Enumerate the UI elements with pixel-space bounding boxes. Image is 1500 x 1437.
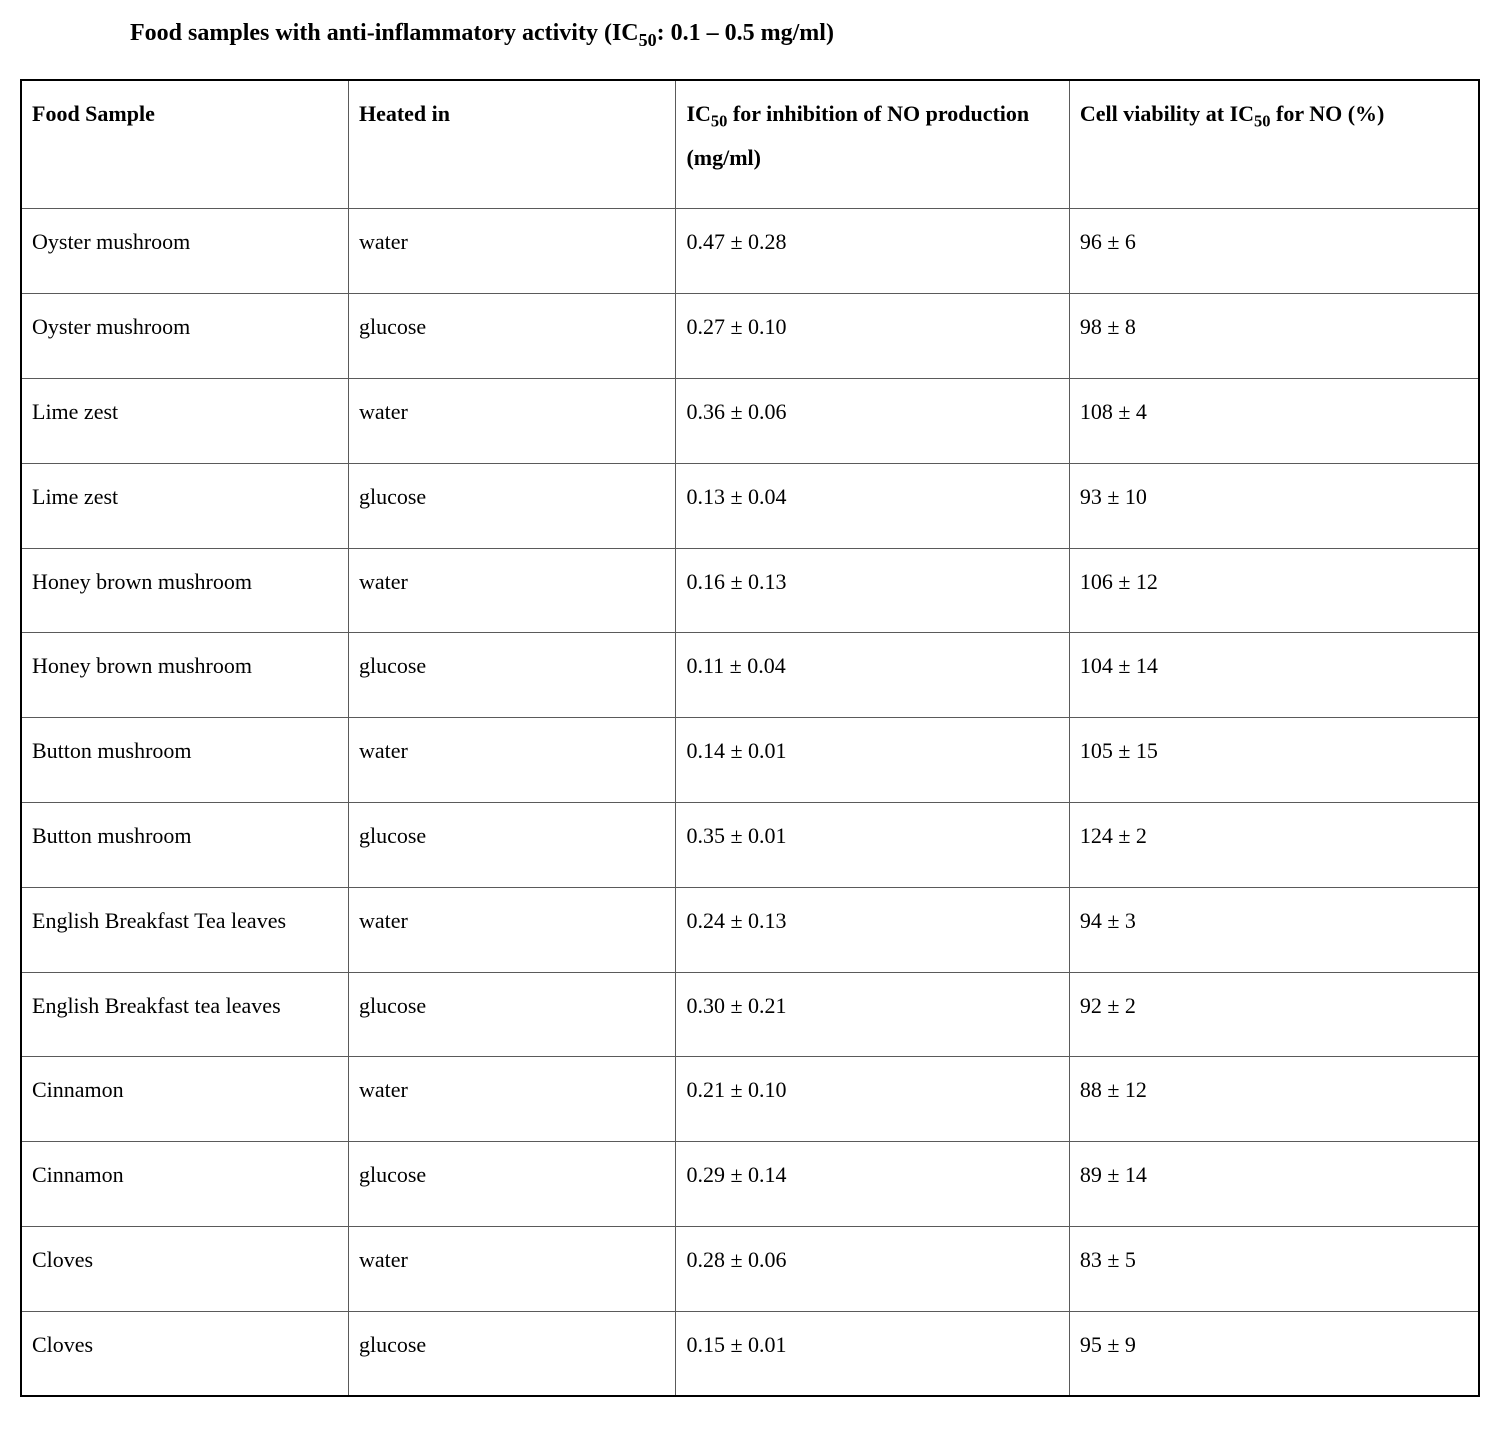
table-cell: glucose [348, 972, 675, 1057]
table-cell: 98 ± 8 [1069, 294, 1479, 379]
table-cell: 95 ± 9 [1069, 1311, 1479, 1396]
table-row: Oyster mushroomwater0.47 ± 0.2896 ± 6 [21, 209, 1479, 294]
table-row: English Breakfast tea leavesglucose0.30 … [21, 972, 1479, 1057]
table-cell: 124 ± 2 [1069, 802, 1479, 887]
table-cell: Oyster mushroom [21, 209, 348, 294]
table-cell: water [348, 1226, 675, 1311]
table-cell: 89 ± 14 [1069, 1142, 1479, 1227]
table-cell: Button mushroom [21, 718, 348, 803]
table-cell: 0.28 ± 0.06 [676, 1226, 1069, 1311]
table-cell: 88 ± 12 [1069, 1057, 1479, 1142]
table-caption: Food samples with anti-inflammatory acti… [130, 20, 1480, 51]
table-row: Button mushroomglucose0.35 ± 0.01124 ± 2 [21, 802, 1479, 887]
table-cell: 0.35 ± 0.01 [676, 802, 1069, 887]
table-cell: 0.14 ± 0.01 [676, 718, 1069, 803]
table-cell: 0.36 ± 0.06 [676, 378, 1069, 463]
table-cell: English Breakfast Tea leaves [21, 887, 348, 972]
table-row: English Breakfast Tea leaveswater0.24 ± … [21, 887, 1479, 972]
table-cell: 0.21 ± 0.10 [676, 1057, 1069, 1142]
table-row: Lime zestglucose0.13 ± 0.0493 ± 10 [21, 463, 1479, 548]
table-row: Cloveswater0.28 ± 0.0683 ± 5 [21, 1226, 1479, 1311]
table-row: Clovesglucose0.15 ± 0.0195 ± 9 [21, 1311, 1479, 1396]
table-cell: water [348, 378, 675, 463]
table-row: Honey brown mushroomwater0.16 ± 0.13106 … [21, 548, 1479, 633]
table-cell: 0.11 ± 0.04 [676, 633, 1069, 718]
table-cell: Cloves [21, 1311, 348, 1396]
table-cell: Button mushroom [21, 802, 348, 887]
table-cell: Cinnamon [21, 1057, 348, 1142]
table-cell: 104 ± 14 [1069, 633, 1479, 718]
data-table: Food Sample Heated in IC50 for inhibitio… [20, 79, 1480, 1398]
table-cell: 0.29 ± 0.14 [676, 1142, 1069, 1227]
table-cell: 0.27 ± 0.10 [676, 294, 1069, 379]
table-cell: glucose [348, 294, 675, 379]
table-cell: 94 ± 3 [1069, 887, 1479, 972]
table-cell: 92 ± 2 [1069, 972, 1479, 1057]
table-cell: glucose [348, 633, 675, 718]
table-cell: Honey brown mushroom [21, 633, 348, 718]
table-cell: 0.15 ± 0.01 [676, 1311, 1069, 1396]
table-cell: 106 ± 12 [1069, 548, 1479, 633]
table-cell: 108 ± 4 [1069, 378, 1479, 463]
table-cell: 96 ± 6 [1069, 209, 1479, 294]
table-cell: water [348, 548, 675, 633]
table-cell: glucose [348, 1142, 675, 1227]
table-cell: glucose [348, 463, 675, 548]
table-cell: 0.47 ± 0.28 [676, 209, 1069, 294]
table-cell: Oyster mushroom [21, 294, 348, 379]
table-row: Cinnamonglucose0.29 ± 0.1489 ± 14 [21, 1142, 1479, 1227]
table-cell: Lime zest [21, 463, 348, 548]
table-body: Oyster mushroomwater0.47 ± 0.2896 ± 6Oys… [21, 209, 1479, 1397]
table-header-row: Food Sample Heated in IC50 for inhibitio… [21, 80, 1479, 209]
table-cell: Cloves [21, 1226, 348, 1311]
table-cell: 0.24 ± 0.13 [676, 887, 1069, 972]
table-cell: glucose [348, 802, 675, 887]
col-header-viability: Cell viability at IC50 for NO (%) [1069, 80, 1479, 209]
table-cell: Honey brown mushroom [21, 548, 348, 633]
col-header-food-sample: Food Sample [21, 80, 348, 209]
table-cell: 93 ± 10 [1069, 463, 1479, 548]
table-cell: water [348, 718, 675, 803]
table-row: Lime zestwater0.36 ± 0.06108 ± 4 [21, 378, 1479, 463]
table-cell: 0.16 ± 0.13 [676, 548, 1069, 633]
caption-prefix: Food samples with anti-inflammatory acti… [130, 20, 639, 46]
table-cell: 0.30 ± 0.21 [676, 972, 1069, 1057]
table-cell: water [348, 887, 675, 972]
table-cell: Cinnamon [21, 1142, 348, 1227]
table-cell: English Breakfast tea leaves [21, 972, 348, 1057]
table-row: Cinnamonwater0.21 ± 0.1088 ± 12 [21, 1057, 1479, 1142]
table-cell: water [348, 209, 675, 294]
table-cell: glucose [348, 1311, 675, 1396]
table-row: Button mushroomwater0.14 ± 0.01105 ± 15 [21, 718, 1479, 803]
table-cell: water [348, 1057, 675, 1142]
caption-suffix: : 0.1 – 0.5 mg/ml) [657, 20, 834, 46]
col-header-heated-in: Heated in [348, 80, 675, 209]
table-cell: 105 ± 15 [1069, 718, 1479, 803]
col-header-ic50: IC50 for inhibition of NO production (mg… [676, 80, 1069, 209]
caption-sub: 50 [639, 30, 657, 50]
table-row: Honey brown mushroomglucose0.11 ± 0.0410… [21, 633, 1479, 718]
table-cell: 0.13 ± 0.04 [676, 463, 1069, 548]
table-row: Oyster mushroomglucose0.27 ± 0.1098 ± 8 [21, 294, 1479, 379]
table-cell: Lime zest [21, 378, 348, 463]
table-cell: 83 ± 5 [1069, 1226, 1479, 1311]
